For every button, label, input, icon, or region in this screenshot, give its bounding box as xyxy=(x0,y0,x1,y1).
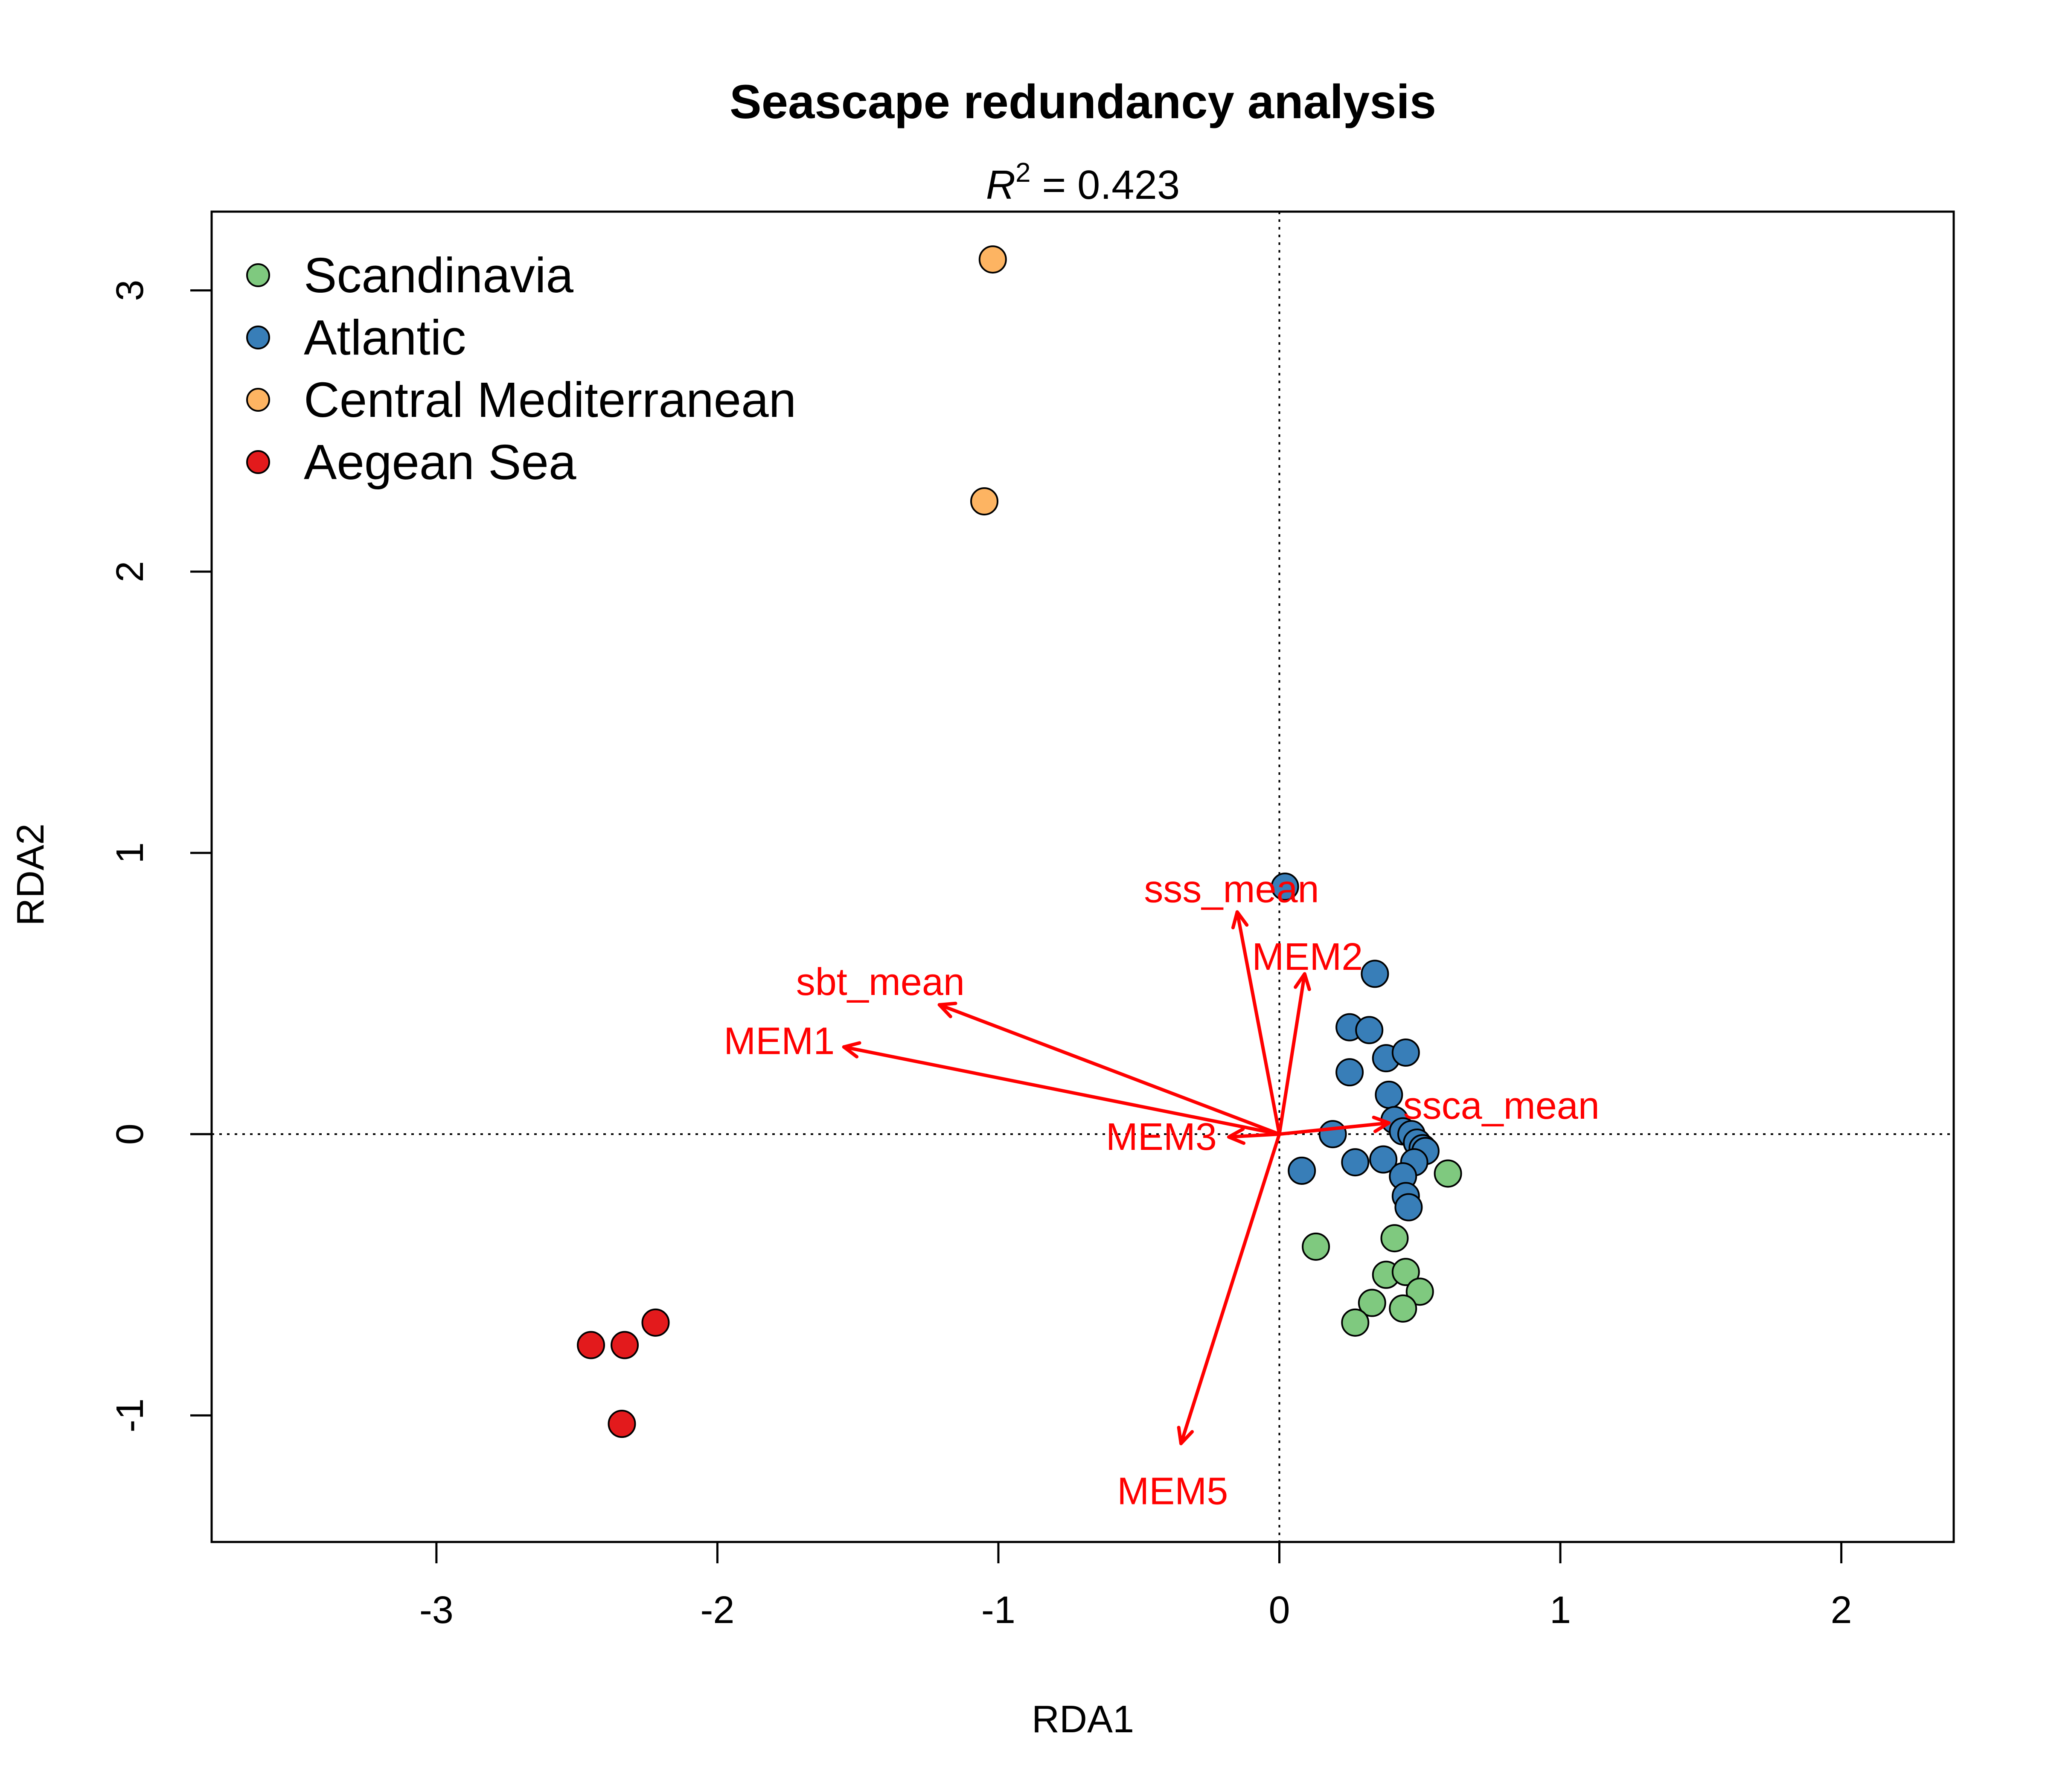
arrow-label-mem1: MEM1 xyxy=(724,1020,835,1063)
y-tick-label: 2 xyxy=(109,561,151,582)
arrow-label-sbt-mean: sbt_mean xyxy=(796,961,965,1004)
arrow-head-mem3 xyxy=(1227,1127,1246,1145)
arrow-label-mem2: MEM2 xyxy=(1252,936,1363,978)
data-point xyxy=(1434,1159,1462,1188)
arrow-ssca-mean xyxy=(1277,1121,1391,1136)
series-central-mediterranean xyxy=(970,245,1007,515)
arrow-head-sss-mean xyxy=(1231,910,1249,930)
y-tick-label: 1 xyxy=(109,842,151,864)
data-point xyxy=(641,1308,670,1337)
data-point xyxy=(611,1331,639,1359)
data-point xyxy=(1380,1224,1409,1253)
x-tick-label: 1 xyxy=(1550,1589,1571,1632)
arrow-mem5 xyxy=(1179,1132,1281,1446)
arrow-mem2 xyxy=(1277,972,1306,1136)
data-point xyxy=(1405,1277,1434,1306)
data-point xyxy=(1335,1058,1364,1087)
data-point xyxy=(978,245,1007,274)
subtitle-symbol: R xyxy=(986,162,1015,208)
arrow-label-mem5: MEM5 xyxy=(1117,1470,1228,1513)
data-point xyxy=(1375,1080,1403,1109)
x-tick-label: -2 xyxy=(700,1589,734,1632)
data-point xyxy=(1318,1120,1347,1149)
arrow-label-ssca-mean: ssca_mean xyxy=(1403,1085,1600,1127)
arrow-sss-mean xyxy=(1235,910,1281,1136)
y-tick-label: 0 xyxy=(109,1123,151,1145)
y-axis: -1 0 1 2 3 xyxy=(109,280,212,1432)
x-tick-label: 0 xyxy=(1268,1589,1290,1632)
subtitle-superscript: 2 xyxy=(1015,157,1031,188)
legend: Scandinavia Atlantic Central Mediterranean… xyxy=(246,247,796,490)
arrow-head-mem1 xyxy=(842,1041,861,1059)
data-point xyxy=(1288,1156,1316,1185)
legend-marker xyxy=(246,263,270,287)
legend-marker xyxy=(246,450,270,474)
data-point xyxy=(1391,1258,1420,1286)
biplot-arrows: sss_mean MEM2 sbt_mean MEM1 MEM3 ssca_mean MEM… xyxy=(724,868,1600,1513)
x-axis-label: RDA1 xyxy=(1032,1698,1134,1741)
legend-label: Central Mediterranean xyxy=(304,372,796,428)
arrow-mem1 xyxy=(842,1045,1281,1136)
arrow-head-sbt-mean xyxy=(937,1001,957,1018)
x-axis: -3 -2 -1 0 1 2 xyxy=(419,1542,1852,1632)
plot-layer: sss_mean MEM2 sbt_mean MEM1 MEM3 ssca_mean MEM… xyxy=(212,212,1954,1542)
y-tick-label: -1 xyxy=(109,1398,151,1432)
data-point xyxy=(1355,1016,1384,1044)
arrow-head-mem2 xyxy=(1294,972,1311,991)
legend-label: Aegean Sea xyxy=(304,434,576,490)
arrow-sbt-mean xyxy=(937,1003,1281,1136)
legend-label: Atlantic xyxy=(304,310,466,365)
legend-label: Scandinavia xyxy=(304,247,573,303)
data-point xyxy=(1391,1038,1420,1067)
data-point xyxy=(1389,1294,1417,1323)
y-axis-label: RDA2 xyxy=(9,823,52,926)
data-point xyxy=(577,1331,605,1359)
chart-subtitle: R2 = 0.423 xyxy=(986,157,1180,208)
x-tick-label: -1 xyxy=(981,1589,1015,1632)
legend-marker xyxy=(246,388,270,412)
arrow-mem3 xyxy=(1227,1132,1281,1139)
data-point xyxy=(1369,1145,1398,1174)
data-point xyxy=(1361,960,1389,988)
arrow-head-mem5 xyxy=(1177,1425,1194,1446)
y-tick-label: 3 xyxy=(109,280,151,301)
legend-marker xyxy=(246,326,270,349)
x-tick-label: -3 xyxy=(419,1589,454,1632)
series-atlantic xyxy=(1271,873,1440,1222)
arrow-label-mem3: MEM3 xyxy=(1106,1116,1217,1158)
chart-title: Seascape redundancy analysis xyxy=(730,75,1436,128)
arrow-head-ssca-mean xyxy=(1372,1115,1391,1133)
data-point xyxy=(608,1410,636,1438)
data-point xyxy=(970,487,999,515)
data-point xyxy=(1358,1289,1386,1317)
arrow-label-sss-mean: sss_mean xyxy=(1144,868,1319,911)
subtitle-value: = 0.423 xyxy=(1031,162,1180,208)
data-point xyxy=(1394,1193,1423,1222)
data-point xyxy=(1341,1308,1370,1337)
data-point xyxy=(1341,1148,1370,1177)
data-point xyxy=(1271,873,1299,901)
series-scandinavia xyxy=(1302,1159,1462,1337)
data-point xyxy=(1302,1232,1330,1261)
series-aegean-sea xyxy=(577,1308,670,1438)
plot-frame xyxy=(210,210,1955,1543)
x-tick-label: 2 xyxy=(1831,1589,1852,1632)
